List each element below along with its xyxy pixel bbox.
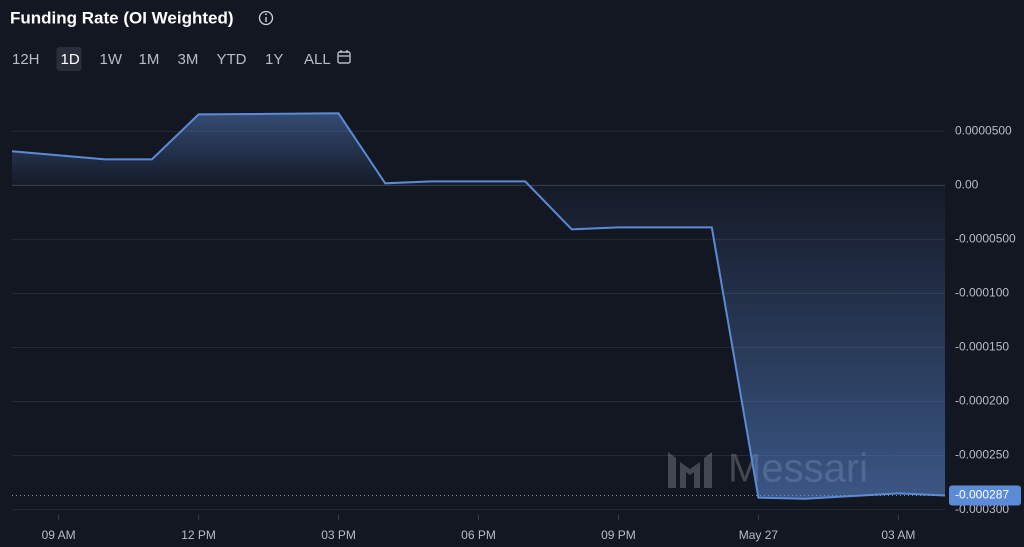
y-tick-label: -0.000150: [955, 340, 1009, 354]
area-fill: [12, 113, 945, 499]
x-tick-label: May 27: [739, 528, 779, 542]
x-tick-label: 09 AM: [42, 528, 76, 542]
x-tick-label: 09 PM: [601, 528, 636, 542]
range-button[interactable]: 1D: [61, 51, 80, 68]
watermark-logo: [668, 452, 712, 488]
line: [11, 112, 946, 500]
x-tick-label: 03 PM: [321, 528, 356, 542]
y-tick-label: -0.000200: [955, 394, 1009, 408]
range-button[interactable]: 1Y: [265, 51, 283, 68]
range-button[interactable]: 1M: [139, 51, 160, 68]
value-label-bg: [949, 485, 1021, 506]
range-button[interactable]: YTD: [217, 51, 247, 68]
y-tick-label: 0.0000500: [955, 124, 1012, 138]
range-button[interactable]: ALL: [304, 51, 331, 68]
value-label: -0.000287: [955, 488, 1009, 502]
calendar-icon[interactable]: [337, 50, 351, 64]
range-button[interactable]: 3M: [178, 51, 199, 68]
info-icon[interactable]: [258, 10, 274, 26]
y-tick-label: -0.000100: [955, 286, 1009, 300]
chart-title: Funding Rate (OI Weighted): [10, 8, 234, 27]
x-tick-label: 06 PM: [461, 528, 496, 542]
y-tick-label: -0.0000500: [955, 232, 1016, 246]
range-button-bg: [56, 47, 82, 71]
range-button[interactable]: 12H: [12, 51, 40, 68]
range-button[interactable]: 1W: [100, 51, 123, 68]
x-tick-label: 03 AM: [881, 528, 915, 542]
y-tick-label: 0.00: [955, 178, 979, 192]
y-tick-label: -0.000250: [955, 448, 1009, 462]
x-tick-label: 12 PM: [181, 528, 216, 542]
